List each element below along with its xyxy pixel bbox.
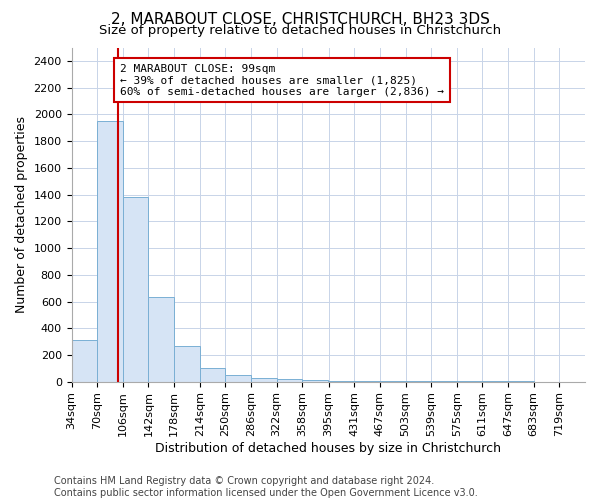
Y-axis label: Number of detached properties: Number of detached properties — [15, 116, 28, 313]
Bar — [380, 381, 406, 382]
Bar — [251, 378, 277, 382]
Bar — [174, 346, 200, 382]
Text: 2 MARABOUT CLOSE: 99sqm
← 39% of detached houses are smaller (1,825)
60% of semi: 2 MARABOUT CLOSE: 99sqm ← 39% of detache… — [120, 64, 444, 96]
Bar — [302, 380, 328, 382]
Bar — [148, 298, 174, 382]
Bar — [200, 368, 226, 382]
Text: Size of property relative to detached houses in Christchurch: Size of property relative to detached ho… — [99, 24, 501, 37]
Bar — [354, 381, 380, 382]
Bar — [226, 375, 251, 382]
Bar — [329, 380, 354, 382]
X-axis label: Distribution of detached houses by size in Christchurch: Distribution of detached houses by size … — [155, 442, 501, 455]
Text: Contains HM Land Registry data © Crown copyright and database right 2024.
Contai: Contains HM Land Registry data © Crown c… — [54, 476, 478, 498]
Bar — [97, 121, 123, 382]
Bar — [277, 379, 302, 382]
Text: 2, MARABOUT CLOSE, CHRISTCHURCH, BH23 3DS: 2, MARABOUT CLOSE, CHRISTCHURCH, BH23 3D… — [110, 12, 490, 28]
Bar — [123, 197, 148, 382]
Bar — [71, 340, 97, 382]
